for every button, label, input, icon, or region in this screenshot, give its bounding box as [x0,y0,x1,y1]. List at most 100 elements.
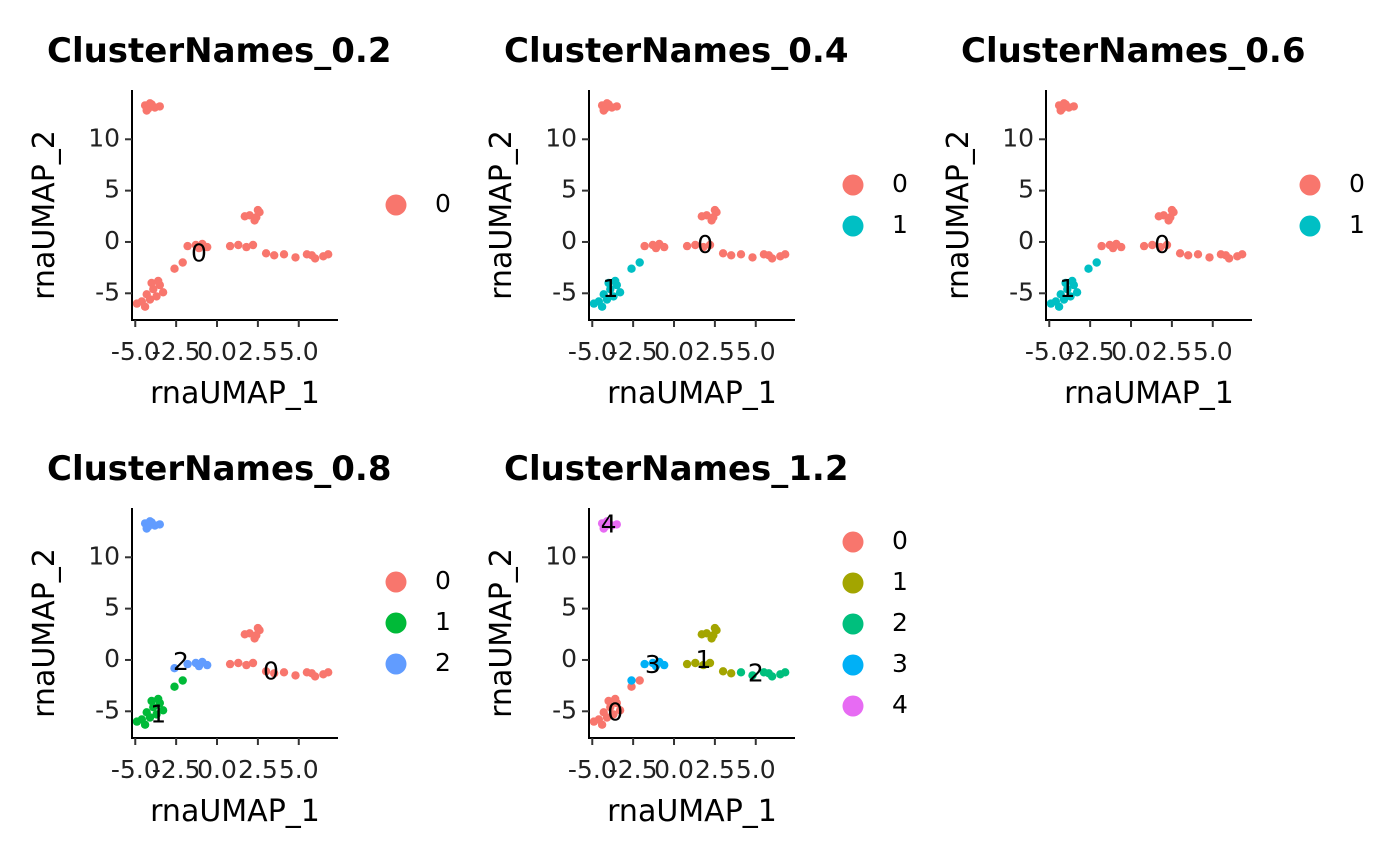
x-tick-label: 0.0 [1111,337,1151,366]
legend-key-0 [385,194,407,216]
cluster-4-point [612,520,621,529]
x-tick-label: 5.0 [279,755,319,784]
cluster-1-point [140,720,150,729]
cluster-0-point [1112,239,1121,249]
cluster-0-point [154,276,163,286]
cluster-1-point [609,292,618,301]
legend-key-0 [1299,174,1321,196]
x-tick-label: -5.0 [111,755,160,784]
y-tick-label: 0 [561,644,577,673]
cluster-0-point [615,706,625,715]
x-tick-label: 2.5 [695,755,735,784]
y-tick-label: 0 [104,226,120,255]
x-tick-label: -2.5 [152,337,201,366]
cluster-2-point [183,659,192,669]
cluster-2-point [198,657,207,667]
cluster-0-label: 0 [1154,230,1170,259]
cluster-0-point [1148,240,1157,250]
legend-key-0 [842,531,864,553]
x-tick-label: 0.0 [654,337,694,366]
x-tick-label: 5.0 [279,337,319,366]
x-tick-label: 2.5 [1152,337,1192,366]
legend: 0 1 2 3 4 [842,526,908,719]
cluster-0-point [240,630,249,639]
cluster-1-point [599,290,608,299]
cluster-0-point [1167,205,1177,215]
x-tick-label: 5.0 [1193,337,1233,366]
cluster-0-point [240,212,249,221]
cluster-0-point [612,102,621,111]
cluster-1-point [710,623,720,633]
panel-title: ClusterNames_0.4 [504,31,848,71]
x-axis-label: rnaUMAP_1 [150,376,320,411]
cluster-2-point [748,671,757,680]
y-tick-label: 0 [1018,226,1034,255]
cluster-0-point [248,658,258,668]
x-tick-label: 0.0 [197,755,237,784]
cluster-0-point [599,708,608,717]
cluster-1-point [147,696,156,706]
cluster-0-point [709,213,718,222]
y-tick-label: 10 [88,123,120,152]
cluster-2-label: 2 [748,658,764,687]
cluster-0-point [253,623,263,633]
legend-key-0 [842,174,864,196]
legend-label-2: 2 [892,608,908,637]
x-tick-label: 5.0 [736,755,776,784]
cluster-0-point [1097,241,1106,251]
cluster-0-point [248,240,258,250]
cluster-0-point [291,253,300,262]
legend-label-4: 4 [892,690,908,719]
legend-label-1: 1 [1349,210,1365,239]
cluster-0-point [158,288,168,297]
y-tick-label: -5 [95,277,120,306]
cluster-0-point [635,676,644,685]
cluster-0-point [225,659,235,669]
cluster-0-point [1154,212,1163,221]
cluster-0-point [748,253,757,262]
cluster-1-label: 1 [150,699,166,728]
cluster-2-label: 2 [173,647,189,676]
y-tick-label: 10 [545,541,577,570]
legend-key-2 [842,613,864,635]
umap-panel-1: ClusterNames_0.2 0 -5.0-2.50.0 2.5 5.0 -5 0 5 10… [27,31,451,411]
cluster-0-point [1221,251,1230,260]
cluster-3-point [627,676,636,685]
legend-key-1 [842,215,864,237]
legend-key-4 [842,695,864,717]
cluster-0-point [140,302,150,311]
cluster-2-point [145,517,155,526]
panel-title: ClusterNames_0.8 [47,449,391,489]
cluster-0-point [705,240,715,250]
cluster-0-point [1069,102,1078,111]
legend: 01 [842,169,908,239]
cluster-0-point [781,250,790,259]
cluster-1-point [709,631,718,640]
cluster-3-point [640,659,649,669]
cluster-0-label: 0 [263,656,279,685]
x-tick-label: -5.0 [1025,337,1074,366]
cluster-0-point [261,667,271,676]
cluster-0-point [699,242,708,252]
cluster-1-point [699,660,708,670]
y-tick-label: 5 [1018,175,1034,204]
cluster-0-point [152,292,161,301]
cluster-0-point [611,694,620,704]
y-tick-label: 10 [88,541,120,570]
cluster-0-point [602,99,612,108]
legend-label-0: 0 [1349,169,1365,198]
cluster-0-point [307,669,316,678]
cluster-1-point [1084,264,1093,273]
y-axis-label: rnaUMAP_2 [484,548,519,718]
y-tick-label: 5 [104,175,120,204]
cluster-0-point [252,631,261,640]
y-tick-label: 5 [561,175,577,204]
cluster-0-point [242,242,251,252]
cluster-2-point [170,664,179,673]
cluster-0-point [1139,241,1149,251]
umap-panel-2: ClusterNames_0.401-5.0-2.50.0 2.5 5.0-5051… [484,31,908,411]
cluster-0-point [1056,106,1065,115]
y-tick-label: 10 [545,123,577,152]
